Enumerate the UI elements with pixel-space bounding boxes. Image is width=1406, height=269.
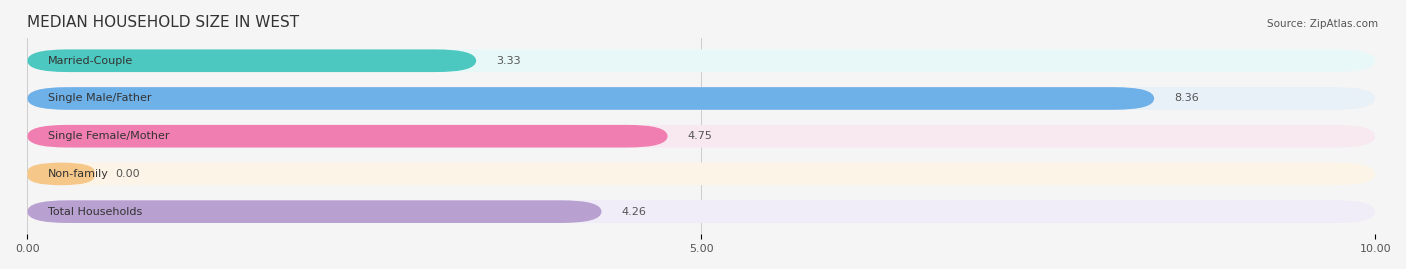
Text: 8.36: 8.36 bbox=[1174, 93, 1199, 104]
FancyBboxPatch shape bbox=[27, 162, 94, 185]
Text: MEDIAN HOUSEHOLD SIZE IN WEST: MEDIAN HOUSEHOLD SIZE IN WEST bbox=[27, 15, 299, 30]
FancyBboxPatch shape bbox=[27, 87, 1375, 110]
FancyBboxPatch shape bbox=[27, 49, 1375, 72]
FancyBboxPatch shape bbox=[27, 49, 477, 72]
Text: 4.75: 4.75 bbox=[688, 131, 713, 141]
Text: Single Male/Father: Single Male/Father bbox=[48, 93, 150, 104]
Text: Non-family: Non-family bbox=[48, 169, 108, 179]
Text: Source: ZipAtlas.com: Source: ZipAtlas.com bbox=[1267, 19, 1378, 29]
Text: Married-Couple: Married-Couple bbox=[48, 56, 132, 66]
FancyBboxPatch shape bbox=[27, 125, 1375, 147]
FancyBboxPatch shape bbox=[27, 200, 602, 223]
FancyBboxPatch shape bbox=[27, 125, 668, 147]
Text: Single Female/Mother: Single Female/Mother bbox=[48, 131, 169, 141]
FancyBboxPatch shape bbox=[27, 200, 1375, 223]
Text: 0.00: 0.00 bbox=[115, 169, 139, 179]
Text: 4.26: 4.26 bbox=[621, 207, 647, 217]
FancyBboxPatch shape bbox=[27, 162, 1375, 185]
FancyBboxPatch shape bbox=[27, 87, 1154, 110]
Text: 3.33: 3.33 bbox=[496, 56, 522, 66]
Text: Total Households: Total Households bbox=[48, 207, 142, 217]
